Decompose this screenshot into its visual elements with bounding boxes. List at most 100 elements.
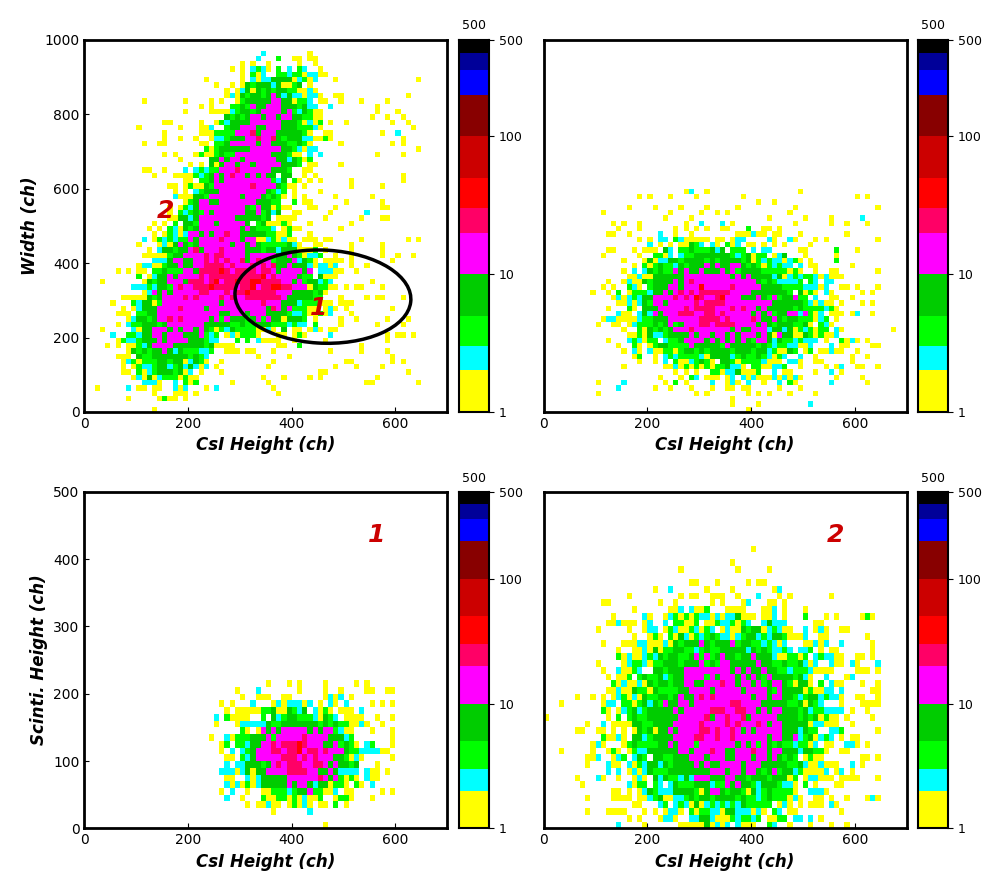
Bar <box>297 77 302 82</box>
Bar <box>876 680 881 687</box>
Bar <box>266 364 271 369</box>
Bar <box>766 680 771 687</box>
Bar <box>694 295 699 300</box>
Bar <box>668 748 673 754</box>
Bar <box>668 687 673 694</box>
Bar <box>829 380 834 385</box>
Bar <box>663 284 668 290</box>
Bar <box>318 375 323 380</box>
Bar <box>276 774 281 781</box>
Bar <box>147 343 152 348</box>
Bar <box>235 781 240 788</box>
Bar <box>834 327 839 332</box>
Bar <box>694 673 699 680</box>
Bar <box>813 768 818 774</box>
Bar <box>637 768 642 774</box>
Bar <box>204 125 209 130</box>
Bar <box>808 754 813 761</box>
Bar <box>746 687 751 694</box>
Bar <box>787 781 792 788</box>
Bar <box>632 606 637 613</box>
Bar <box>292 210 297 215</box>
Bar <box>307 258 312 263</box>
Bar <box>741 774 746 781</box>
Bar <box>792 707 797 714</box>
Bar <box>365 774 370 781</box>
Bar <box>359 748 365 754</box>
Bar <box>684 821 689 828</box>
Bar <box>824 364 829 369</box>
Bar <box>250 199 255 205</box>
Bar <box>621 734 626 741</box>
Bar <box>281 141 286 146</box>
Bar <box>746 343 751 348</box>
Bar <box>736 380 741 385</box>
Bar <box>787 237 792 242</box>
Bar <box>726 311 731 316</box>
Bar <box>731 247 736 253</box>
Bar <box>292 88 297 93</box>
Bar <box>834 247 839 253</box>
Bar <box>797 660 803 667</box>
Bar <box>225 141 230 146</box>
Bar <box>766 364 771 369</box>
Bar <box>673 364 679 369</box>
Bar <box>276 130 281 136</box>
Bar <box>694 694 699 701</box>
Bar <box>391 354 396 359</box>
Bar <box>741 306 746 311</box>
Bar <box>673 268 679 274</box>
Bar <box>152 253 157 258</box>
Bar <box>220 162 225 167</box>
Bar <box>209 348 214 354</box>
Bar <box>276 300 281 306</box>
Bar <box>199 183 204 189</box>
Bar <box>328 130 333 136</box>
Bar <box>684 802 689 808</box>
Bar <box>751 348 756 354</box>
Bar <box>684 640 689 647</box>
Bar <box>260 146 266 152</box>
Bar <box>230 162 235 167</box>
Bar <box>684 619 689 626</box>
Bar <box>225 754 230 761</box>
Bar <box>694 761 699 768</box>
Bar <box>818 348 824 354</box>
Bar <box>255 226 260 231</box>
Bar <box>271 189 276 194</box>
Bar <box>302 274 307 279</box>
Bar <box>782 720 787 727</box>
Bar <box>162 284 167 290</box>
Bar <box>731 680 736 687</box>
Bar <box>271 247 276 253</box>
Bar <box>632 633 637 640</box>
Bar <box>673 673 679 680</box>
Bar <box>616 720 621 727</box>
Bar <box>829 311 834 316</box>
Bar <box>658 274 663 279</box>
Bar <box>792 680 797 687</box>
Bar <box>684 714 689 720</box>
Bar <box>834 332 839 338</box>
Bar <box>260 152 266 157</box>
Bar <box>668 640 673 647</box>
Bar <box>787 720 792 727</box>
Bar <box>240 183 246 189</box>
Bar <box>600 701 606 707</box>
Bar <box>653 694 658 701</box>
Bar <box>736 300 741 306</box>
Bar <box>736 295 741 300</box>
Bar <box>684 311 689 316</box>
Bar <box>412 125 416 130</box>
Bar <box>797 322 803 327</box>
Bar <box>286 300 292 306</box>
Bar <box>663 380 668 385</box>
Bar <box>715 210 720 215</box>
Bar <box>600 734 606 741</box>
Bar <box>302 714 307 720</box>
Bar <box>626 741 632 748</box>
Bar <box>286 173 292 178</box>
Bar <box>100 279 105 284</box>
Bar <box>720 768 726 774</box>
Bar <box>235 258 240 263</box>
